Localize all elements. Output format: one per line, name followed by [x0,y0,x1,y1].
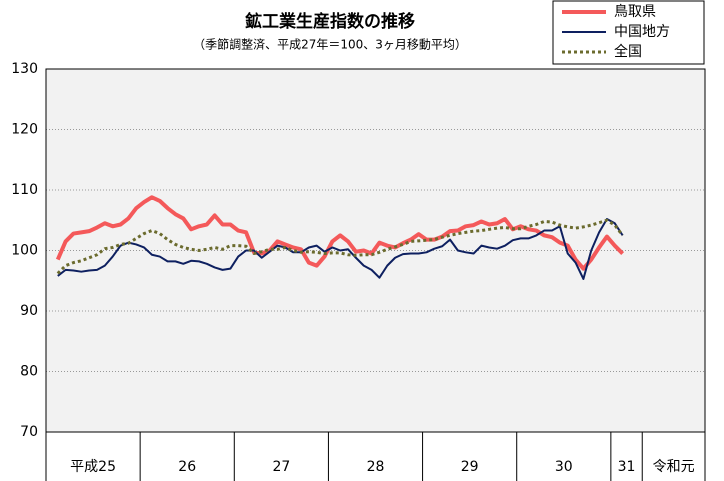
plot-border [45,68,706,433]
x-group-label: 31 [618,459,636,475]
legend-label: 中国地方 [614,24,670,40]
y-tick-label: 80 [20,364,38,380]
x-group-label: 平成25 [70,459,116,475]
x-group-label: 令和元 [653,459,695,475]
x-group-label: 28 [367,459,385,475]
x-group-label: 27 [272,459,290,475]
x-group-label: 29 [461,459,479,475]
y-tick-label: 130 [11,61,38,77]
y-tick-label: 100 [11,243,38,259]
legend-label: 全国 [614,43,642,60]
x-group-label: 30 [555,459,573,475]
legend-label: 鳥取県 [614,4,656,20]
y-tick-label: 90 [20,303,38,319]
x-group-label: 26 [178,459,196,475]
y-tick-label: 110 [11,182,38,198]
series-line [57,218,624,280]
y-tick-label: 70 [20,424,38,440]
y-tick-label: 120 [11,122,38,138]
series-line [55,195,625,271]
chart-subtitle: （季節調整済、平成27年＝100、3ヶ月移動平均） [193,37,467,52]
chart-title: 鉱工業生産指数の推移 [245,11,415,32]
